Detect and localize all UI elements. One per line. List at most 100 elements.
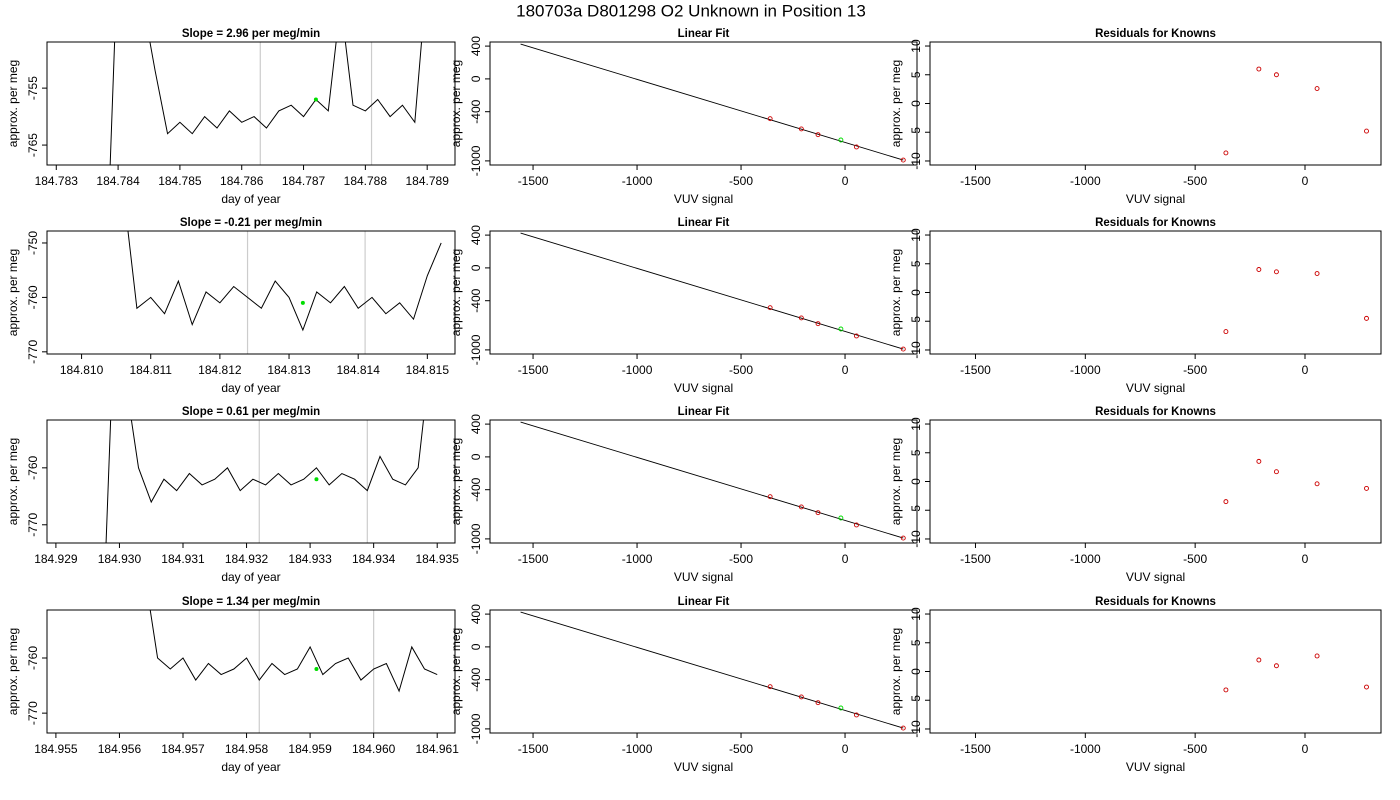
plot-area bbox=[109, 42, 423, 165]
point bbox=[1273, 72, 1279, 78]
plot-frame bbox=[489, 609, 918, 734]
y-tick-label: 5 bbox=[909, 71, 923, 78]
x-tick-label: 184.789 bbox=[405, 174, 449, 188]
x-tick-label: -500 bbox=[729, 174, 753, 188]
plot-area bbox=[520, 611, 906, 731]
y-tick-label: 5 bbox=[909, 639, 923, 646]
x-tick-label: 184.931 bbox=[161, 552, 205, 566]
x-axis-label: day of year bbox=[221, 192, 280, 206]
x-tick-label: -500 bbox=[1183, 742, 1207, 756]
plot-frame bbox=[46, 41, 456, 166]
panel: Residuals for Knowns VUV signal approx. pe… bbox=[889, 596, 1382, 774]
panel-title: Residuals for Knowns bbox=[1095, 28, 1216, 40]
point bbox=[900, 346, 906, 352]
x-tick-label: 184.958 bbox=[225, 742, 269, 756]
x-tick-label: 184.930 bbox=[98, 552, 142, 566]
panel-title: Slope = -0.21 per meg/min bbox=[180, 217, 322, 229]
panel-title: Slope = 2.96 per meg/min bbox=[182, 28, 320, 40]
point bbox=[767, 305, 773, 311]
x-tick-label: 184.811 bbox=[129, 363, 172, 377]
y-tick-label: -10 bbox=[909, 530, 923, 548]
y-tick-label: 0 bbox=[909, 289, 923, 296]
point bbox=[854, 522, 859, 528]
panel-title: Slope = 1.34 per meg/min bbox=[182, 596, 320, 608]
point bbox=[838, 705, 844, 711]
y-tick-label: 10 bbox=[909, 417, 923, 431]
x-tick-label: 184.961 bbox=[416, 742, 460, 756]
point bbox=[1256, 267, 1262, 272]
x-axis-label: VUV signal bbox=[674, 570, 733, 584]
plot-frame bbox=[929, 419, 1382, 544]
x-tick-label: -1500 bbox=[960, 552, 991, 566]
point bbox=[767, 684, 773, 690]
plot-area bbox=[1223, 267, 1369, 335]
plot-frame bbox=[46, 230, 456, 355]
panel-title: Residuals for Knowns bbox=[1095, 406, 1216, 418]
y-tick-label: -10 bbox=[909, 152, 923, 170]
x-tick-label: 184.813 bbox=[267, 363, 311, 377]
x-axis-label: VUV signal bbox=[1126, 381, 1185, 395]
x-tick-label: 184.812 bbox=[198, 363, 242, 377]
x-tick-label: 184.784 bbox=[96, 174, 140, 188]
point bbox=[1314, 481, 1320, 487]
y-axis-label: approx. per meg bbox=[889, 628, 903, 715]
y-tick-label: -770 bbox=[26, 701, 40, 725]
point bbox=[1223, 329, 1229, 335]
panel: Slope = 2.96 per meg/min day of year appro… bbox=[6, 28, 456, 206]
plot-frame bbox=[46, 609, 456, 734]
point bbox=[838, 326, 844, 332]
panel: Slope = 0.61 per meg/min day of year appro… bbox=[6, 406, 460, 584]
panel: Linear Fit VUV signal approx. per meg -1500… bbox=[449, 596, 918, 774]
y-axis-label: approx. per meg bbox=[449, 438, 463, 525]
plot-area bbox=[1223, 458, 1369, 505]
point bbox=[1314, 653, 1320, 659]
point bbox=[798, 315, 804, 321]
unknown-point bbox=[300, 300, 305, 305]
y-tick-label: -400 bbox=[469, 667, 483, 691]
y-axis-label: approx. per meg bbox=[889, 249, 903, 336]
x-tick-label: -1500 bbox=[960, 742, 991, 756]
panel: Residuals for Knowns VUV signal approx. pe… bbox=[889, 406, 1382, 584]
point bbox=[1223, 499, 1229, 505]
x-tick-label: 184.957 bbox=[161, 742, 205, 756]
panel-title: Residuals for Knowns bbox=[1095, 596, 1216, 608]
point bbox=[900, 157, 906, 163]
plot-frame bbox=[929, 41, 1382, 166]
plot-area bbox=[127, 231, 442, 354]
y-tick-label: 0 bbox=[469, 264, 483, 271]
y-tick-label: 400 bbox=[469, 414, 483, 434]
panel-title: Linear Fit bbox=[678, 28, 730, 40]
y-tick-label: -10 bbox=[909, 720, 923, 738]
fit-line bbox=[520, 232, 904, 350]
series-line bbox=[109, 42, 423, 165]
point bbox=[1223, 687, 1229, 693]
x-tick-label: 184.785 bbox=[158, 174, 202, 188]
x-axis-label: day of year bbox=[221, 570, 280, 584]
x-tick-label: 0 bbox=[1302, 552, 1309, 566]
x-tick-label: 184.810 bbox=[60, 363, 104, 377]
point bbox=[854, 712, 859, 718]
point bbox=[1364, 684, 1369, 690]
x-tick-label: 0 bbox=[842, 742, 849, 756]
y-axis-label: approx. per meg bbox=[6, 438, 20, 525]
x-tick-label: 184.935 bbox=[416, 552, 460, 566]
point bbox=[815, 510, 821, 516]
y-tick-label: -760 bbox=[26, 646, 40, 670]
y-tick-label: -10 bbox=[909, 341, 923, 359]
panel-title: Slope = 0.61 per meg/min bbox=[182, 406, 320, 418]
plot-area bbox=[149, 610, 438, 733]
series-line bbox=[105, 420, 424, 543]
plot-area bbox=[105, 420, 424, 543]
panel: Slope = 1.34 per meg/min day of year appro… bbox=[6, 596, 460, 774]
y-tick-label: -5 bbox=[909, 505, 923, 516]
panel: Linear Fit VUV signal approx. per meg -1500… bbox=[449, 217, 918, 395]
x-tick-label: 0 bbox=[1302, 174, 1309, 188]
x-axis-label: VUV signal bbox=[674, 760, 733, 774]
y-tick-label: -770 bbox=[26, 512, 40, 536]
point bbox=[854, 333, 859, 339]
y-tick-label: 0 bbox=[909, 668, 923, 675]
y-axis-label: approx. per meg bbox=[449, 60, 463, 147]
x-tick-label: -1000 bbox=[622, 174, 653, 188]
point bbox=[1364, 485, 1369, 491]
